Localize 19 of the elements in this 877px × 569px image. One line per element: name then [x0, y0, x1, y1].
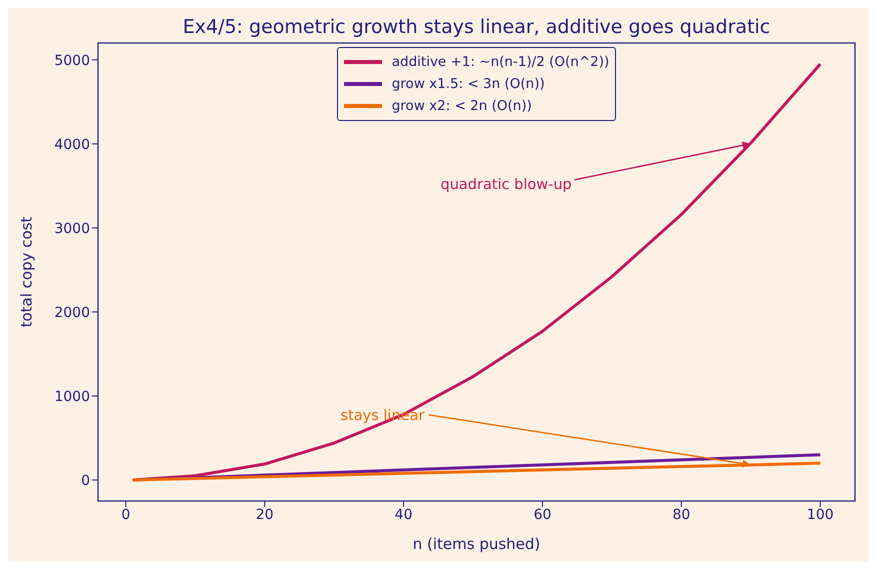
x-tick-label: 20 — [256, 506, 274, 523]
legend-label: additive +1: ~n(n-1)/2 (O(n^2)) — [392, 54, 610, 70]
y-tick-label: 2000 — [54, 304, 90, 321]
x-tick-label: 60 — [534, 506, 552, 523]
chart-title: Ex4/5: geometric growth stays linear, additive goes quadratic — [182, 16, 772, 38]
y-tick-label: 5000 — [54, 52, 90, 69]
y-tick-label: 1000 — [54, 388, 90, 405]
y-tick-label: 0 — [81, 472, 90, 489]
x-tick-label: 80 — [672, 506, 690, 523]
x-axis-title: n (items pushed) — [412, 535, 540, 553]
x-tick-label: 40 — [394, 506, 412, 523]
x-tick-label: 100 — [806, 506, 834, 523]
x-tick-label: 0 — [121, 506, 130, 523]
y-tick-label: 4000 — [54, 136, 90, 153]
y-axis-title: total copy cost — [17, 216, 36, 328]
legend-label: grow x1.5: < 3n (O(n)) — [392, 76, 545, 92]
y-tick-label: 3000 — [54, 220, 90, 237]
annotation: quadratic blow-up — [440, 176, 572, 193]
legend-label: grow x2: < 2n (O(n)) — [392, 98, 532, 114]
